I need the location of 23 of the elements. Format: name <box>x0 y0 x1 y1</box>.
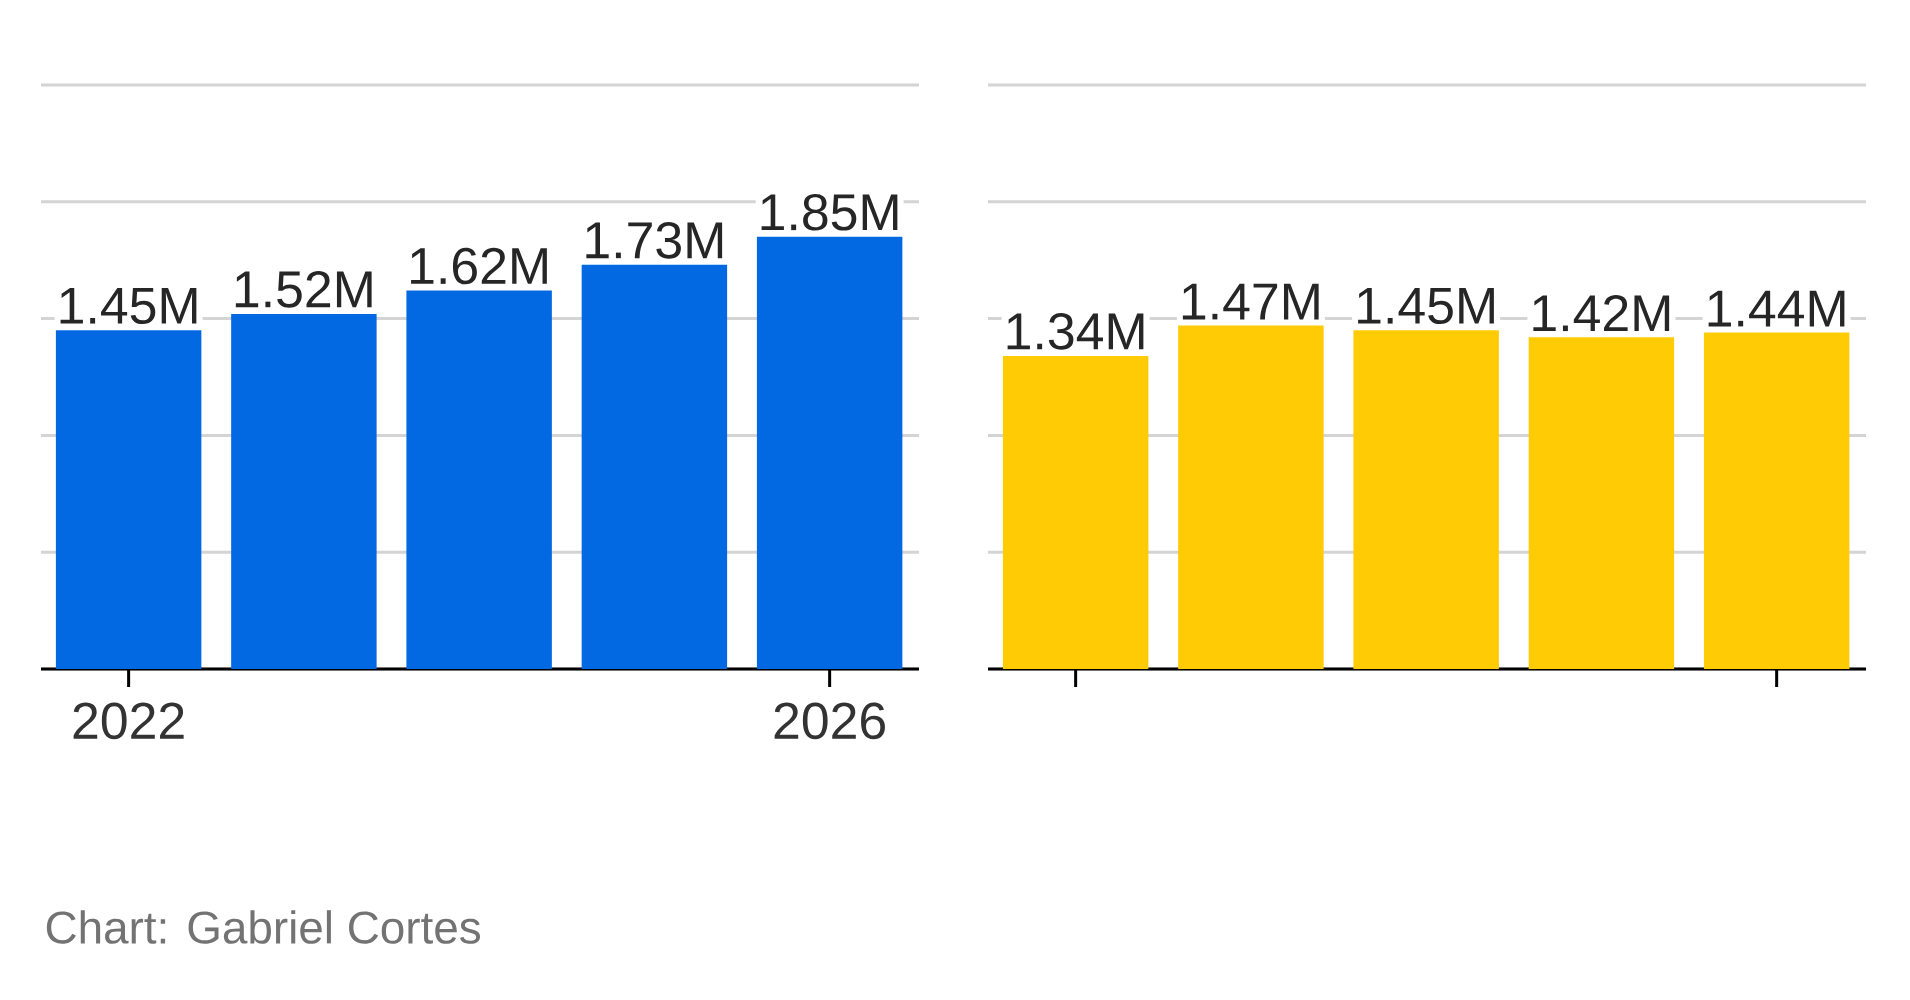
bar <box>1178 325 1324 669</box>
bar <box>406 290 552 669</box>
bar <box>1703 332 1850 669</box>
data-label: 1.62M <box>411 247 547 285</box>
data-label: 1.45M <box>60 287 197 325</box>
data-label: 1.42M <box>1533 294 1670 332</box>
data-label: 1.73M <box>586 221 723 259</box>
bar <box>756 236 903 669</box>
bar <box>231 313 377 669</box>
data-label: 1.52M <box>235 271 372 308</box>
data-label: 1.85M <box>761 193 898 231</box>
bar <box>55 330 202 669</box>
data-label: 1.47M <box>1182 283 1319 320</box>
bar <box>1002 355 1149 669</box>
data-label: 1.34M <box>1007 313 1144 350</box>
x-tick-label: 2026 <box>774 702 885 740</box>
text: Chart: Gabriel Cortes <box>46 910 481 944</box>
bar <box>1353 330 1499 669</box>
data-label: 1.44M <box>1708 290 1845 327</box>
bar <box>1528 337 1675 669</box>
data-label: 1.45M <box>1358 287 1494 325</box>
x-tick-label: 2022 <box>73 702 184 740</box>
bar <box>581 264 728 669</box>
